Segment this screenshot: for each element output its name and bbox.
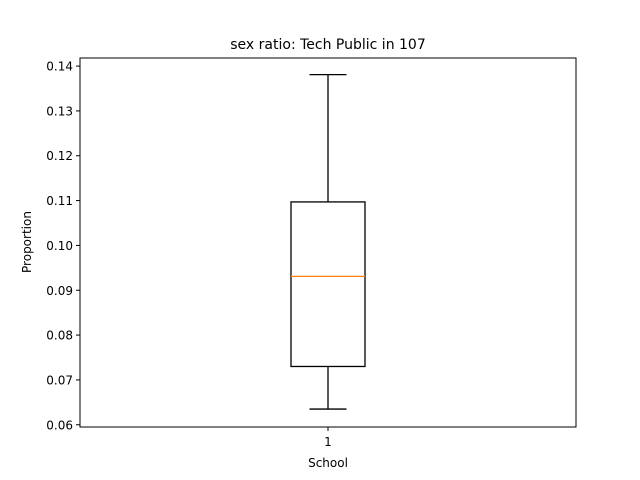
x-tick-label: 1 bbox=[324, 435, 332, 449]
y-tick-label: 0.08 bbox=[46, 329, 73, 343]
y-tick-label: 0.10 bbox=[46, 239, 73, 253]
y-tick-label: 0.13 bbox=[46, 104, 73, 118]
x-axis-label: School bbox=[308, 456, 348, 470]
y-tick-label: 0.06 bbox=[46, 418, 73, 432]
chart-title: sex ratio: Tech Public in 107 bbox=[230, 37, 425, 53]
y-tick-label: 0.07 bbox=[46, 373, 73, 387]
y-tick-label: 0.12 bbox=[46, 149, 73, 163]
plot-area: 0.06 0.07 0.08 0.09 0.10 0.11 0.12 0.13 0.14 1 bbox=[46, 60, 366, 449]
y-tick-label: 0.09 bbox=[46, 284, 73, 298]
plot-frame bbox=[79, 57, 577, 428]
y-axis-label: Proportion bbox=[20, 211, 34, 273]
y-tick-label: 0.14 bbox=[46, 60, 73, 74]
interquartile-box bbox=[290, 201, 366, 368]
y-tick-label: 0.11 bbox=[46, 194, 73, 208]
